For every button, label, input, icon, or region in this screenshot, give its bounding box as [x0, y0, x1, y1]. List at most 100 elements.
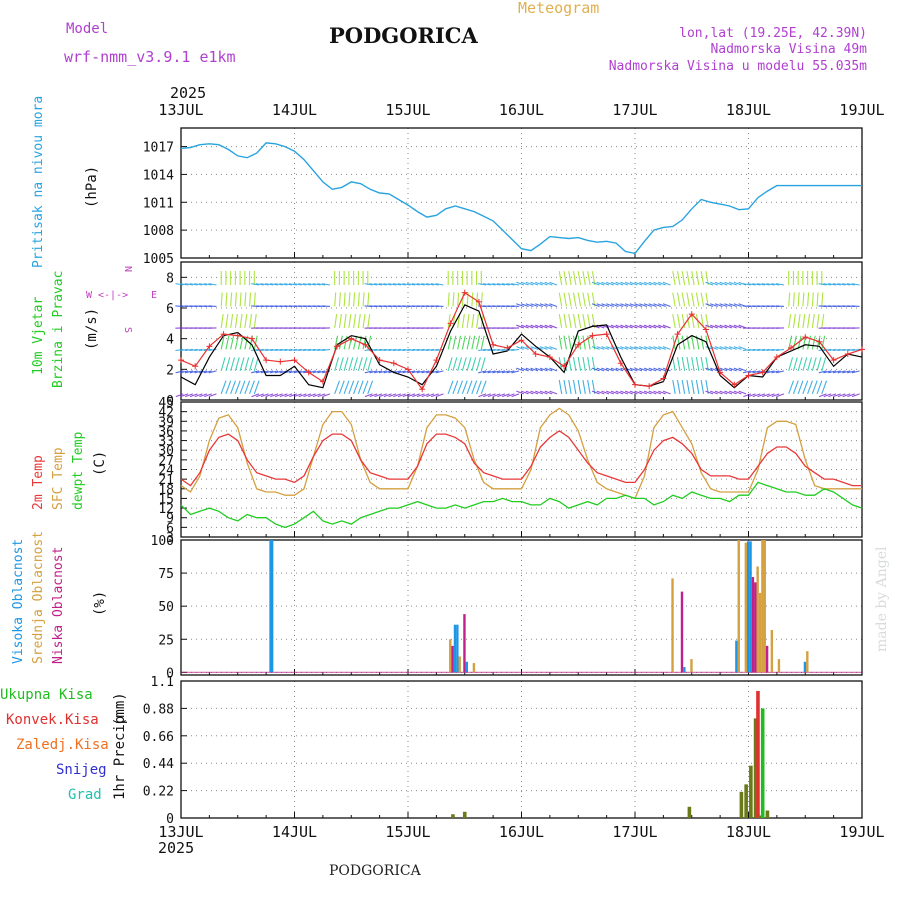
x-label-bottom: 19JUL	[839, 823, 884, 841]
cloud-bar-high	[747, 541, 749, 672]
cloud-ylabel-1: Visoka Oblacnost	[11, 539, 26, 664]
x-label-top: 14JUL	[272, 101, 317, 119]
coords-label: lon,lat (19.25E, 42.39N)	[679, 26, 867, 41]
pressure-ytick-label: 1014	[143, 168, 174, 183]
x-label-bottom: 18JUL	[726, 823, 771, 841]
cloud-unit: (%)	[92, 591, 108, 616]
compass-w: W	[86, 290, 93, 301]
compass-n: N	[122, 266, 133, 272]
cloud-bar-low	[451, 646, 453, 672]
precip-bar	[756, 691, 760, 818]
model-elevation-label: Nadmorska Visina u modelu 55.035m	[609, 59, 867, 74]
precip-bar	[749, 766, 753, 818]
cloud-bar-high	[269, 540, 273, 672]
temp-unit: (C)	[92, 451, 108, 476]
cloud-bar-high	[454, 625, 456, 673]
temp-ylabel-3: dewpt Temp	[71, 432, 86, 510]
pressure-ytick-label: 1005	[143, 252, 174, 267]
precip-ytick-label: 0.22	[143, 785, 174, 800]
compass-s: S	[122, 327, 133, 333]
pressure-ytick-label: 1011	[143, 196, 174, 211]
cloud-ylabel-3: Niska Oblacnost	[51, 547, 66, 664]
wind-ytick-label: 4	[166, 333, 174, 348]
wind-arrow	[435, 306, 443, 307]
wind-ylabel-2: Brzina i Pravac	[51, 271, 66, 388]
temperature-ytick-label: 45	[158, 396, 174, 411]
cloud-bar-high	[456, 625, 458, 673]
x-label-top: 18JUL	[726, 101, 771, 119]
pressure-unit: (hPa)	[84, 166, 100, 208]
precip-bar	[451, 814, 455, 818]
cloud-bar-mid	[690, 659, 692, 672]
precip-ytick-label: 0.88	[143, 702, 174, 717]
year-bottom: 2025	[158, 839, 194, 857]
x-label-bottom: 17JUL	[612, 823, 657, 841]
wind-ylabel-1: 10m Vjetar	[31, 297, 46, 375]
pressure-ytick-label: 1008	[143, 224, 174, 239]
clouds-ytick-label: 50	[158, 600, 174, 615]
precip-ytick-label: 1.1	[151, 675, 174, 690]
wind-arrow	[776, 306, 784, 307]
cloud-bar-low	[766, 646, 768, 672]
wind-arrow	[511, 306, 519, 307]
precip-ytick-label: 0.44	[143, 757, 174, 772]
clouds-ytick-label: 25	[158, 633, 174, 648]
legend-conv-rain: Konvek.Kisa	[6, 712, 99, 728]
x-label-top: 17JUL	[612, 101, 657, 119]
precip-bar	[766, 811, 770, 818]
cloud-bar-high	[683, 667, 685, 672]
cloud-bar-mid	[756, 566, 758, 672]
cloud-bar-mid	[738, 540, 740, 672]
cloud-bar-mid	[761, 540, 763, 672]
model-name: wrf-nmm_v3.9.1 e1km	[64, 48, 236, 66]
cloud-bar-mid	[806, 651, 808, 672]
wind-unit: (m/s)	[84, 308, 100, 350]
pressure-ytick-label: 1017	[143, 141, 174, 156]
model-label: Model	[66, 21, 108, 37]
x-label-top: 15JUL	[385, 101, 430, 119]
cloud-bar-mid	[473, 663, 475, 672]
cloud-bar-mid	[771, 630, 773, 672]
x-label-bottom: 14JUL	[272, 823, 317, 841]
wind-ytick-label: 8	[166, 271, 174, 286]
cloud-bar-low	[681, 592, 683, 673]
legend-frozen-rain: Zaledj.Kisa	[16, 737, 109, 753]
elevation-label: Nadmorska Visina 49m	[710, 42, 867, 57]
cloud-bar-mid	[759, 593, 761, 672]
precip-unit: (mm)	[112, 692, 128, 726]
cloud-bar-mid	[745, 543, 747, 673]
cloud-bar-mid	[459, 656, 461, 672]
footer-city: PODGORICA	[329, 863, 422, 879]
cloud-bar-mid	[764, 540, 766, 672]
cloud-ylabel-2: Srednja Oblacnost	[31, 531, 46, 664]
pressure-ylabel: Pritisak na nivou mora	[31, 96, 46, 268]
precip-bar	[688, 807, 692, 818]
x-label-bottom: 15JUL	[385, 823, 430, 841]
wind-ytick-label: 6	[166, 302, 174, 317]
cloud-bar-high	[804, 662, 806, 673]
cloud-bar-high	[466, 662, 468, 673]
x-label-bottom: 16JUL	[499, 823, 544, 841]
cloud-bar-high	[735, 641, 737, 673]
cloud-bar-low	[752, 577, 754, 672]
legend-snow: Snijeg	[56, 762, 107, 778]
wind-arrow	[322, 306, 330, 307]
legend-hail: Grad	[68, 787, 102, 803]
cloud-bar-mid	[778, 659, 780, 672]
x-label-top: 13JUL	[158, 101, 203, 119]
compass-arrows-h: <-|->	[98, 290, 128, 301]
precip-ylabel: 1hr Precip	[112, 716, 128, 800]
credit-label: made by Angel	[874, 546, 890, 652]
precip-bar	[463, 812, 467, 818]
x-label-bottom: 13JUL	[158, 823, 203, 841]
clouds-ytick-label: 75	[158, 567, 174, 582]
compass-e: E	[151, 290, 157, 301]
precip-ytick-label: 0.66	[143, 730, 174, 745]
product-label: Meteogram	[518, 0, 599, 17]
wind-ytick-label: 2	[166, 363, 174, 378]
temp-ylabel-2: SFC Temp	[51, 447, 66, 510]
temp-ylabel-1: 2m Temp	[31, 455, 46, 510]
precip-bar	[761, 708, 765, 818]
